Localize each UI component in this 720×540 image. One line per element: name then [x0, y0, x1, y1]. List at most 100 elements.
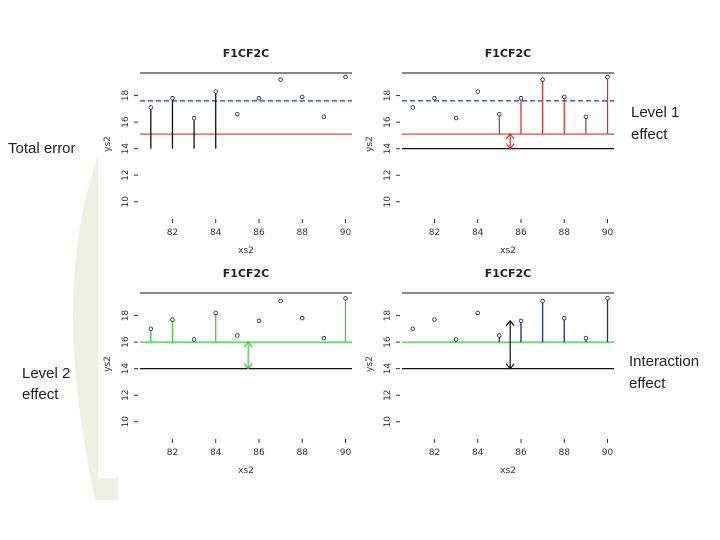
point [321, 335, 327, 341]
point [540, 298, 545, 304]
x-tick-label: 88 [559, 448, 571, 458]
point [497, 111, 502, 117]
x-tick-label: 90 [602, 228, 614, 238]
point [256, 96, 262, 101]
point [235, 111, 240, 117]
y-tick-label: 14 [383, 143, 393, 155]
x-axis-label: xs2 [500, 246, 516, 256]
x-tick-label: 90 [340, 228, 352, 238]
point [148, 326, 154, 332]
point [583, 335, 589, 341]
y-tick-label: 14 [383, 363, 393, 375]
point [475, 89, 480, 94]
point [170, 317, 175, 322]
chart-title: F1CF2C [223, 267, 269, 280]
slide-label: effect [629, 375, 666, 392]
x-tick-label: 88 [297, 448, 309, 458]
point [475, 310, 480, 316]
point [518, 96, 524, 101]
slide-label: effect [22, 386, 59, 403]
x-tick-label: 86 [515, 448, 527, 458]
point [410, 326, 416, 332]
slide-label: Interaction [629, 353, 699, 370]
y-tick-label: 18 [121, 310, 131, 322]
x-tick-label: 86 [253, 448, 265, 458]
point [453, 115, 459, 121]
point [432, 96, 437, 101]
y-tick-label: 16 [383, 116, 393, 128]
x-axis-label: xs2 [238, 466, 254, 476]
y-axis-label: ys2 [103, 356, 113, 372]
effect-arrow [505, 319, 515, 370]
point [256, 318, 262, 324]
point [148, 105, 154, 110]
point [300, 316, 305, 321]
point [343, 296, 348, 301]
point [497, 333, 502, 338]
point [410, 105, 416, 110]
y-tick-label: 12 [121, 169, 131, 180]
x-tick-label: 84 [210, 448, 222, 458]
y-tick-label: 10 [383, 196, 393, 208]
y-axis-label: ys2 [365, 356, 375, 372]
point [191, 337, 197, 342]
y-tick-label: 10 [121, 196, 131, 208]
y-tick-label: 16 [121, 336, 131, 348]
y-tick-label: 12 [383, 389, 393, 400]
point [562, 94, 567, 100]
point [170, 96, 175, 101]
point [235, 333, 240, 338]
x-tick-label: 82 [429, 228, 440, 238]
x-tick-label: 82 [167, 448, 178, 458]
slide-label: Level 1 [631, 104, 679, 121]
x-axis-label: xs2 [500, 466, 516, 476]
point [343, 74, 348, 80]
x-tick-label: 84 [472, 448, 484, 458]
y-axis-label: ys2 [103, 136, 113, 152]
y-tick-label: 10 [121, 416, 131, 428]
chart-title: F1CF2C [485, 267, 531, 280]
x-tick-label: 90 [602, 448, 614, 458]
chart-title: F1CF2C [485, 47, 531, 60]
y-tick-label: 14 [121, 363, 131, 375]
point [518, 318, 524, 324]
y-tick-label: 18 [121, 90, 131, 102]
point [540, 77, 545, 82]
point [213, 89, 218, 94]
point [605, 74, 610, 80]
effect-arrow [243, 341, 253, 370]
point [605, 296, 610, 301]
slide-label: Total error [8, 140, 76, 157]
point [432, 317, 437, 322]
point [453, 337, 459, 342]
y-tick-label: 16 [383, 336, 393, 348]
point [321, 114, 327, 119]
y-tick-label: 18 [383, 90, 393, 102]
y-tick-label: 12 [121, 389, 131, 400]
point [300, 94, 305, 100]
point [583, 114, 589, 119]
point [191, 115, 197, 121]
point [213, 310, 218, 316]
slide-label: Level 2 [22, 365, 70, 382]
point [562, 316, 567, 321]
x-tick-label: 86 [515, 228, 527, 238]
y-tick-label: 16 [121, 116, 131, 128]
point [278, 77, 283, 82]
x-tick-label: 84 [472, 228, 484, 238]
plot-panel [98, 38, 622, 478]
x-tick-label: 82 [429, 448, 440, 458]
y-axis-label: ys2 [365, 136, 375, 152]
y-tick-label: 14 [121, 143, 131, 155]
x-tick-label: 88 [559, 228, 571, 238]
x-tick-label: 90 [340, 448, 352, 458]
slide-label: effect [631, 126, 668, 143]
point [278, 298, 283, 304]
x-tick-label: 86 [253, 228, 265, 238]
x-tick-label: 82 [167, 228, 178, 238]
x-axis-label: xs2 [238, 246, 254, 256]
chart-title: F1CF2C [223, 47, 269, 60]
x-tick-label: 84 [210, 228, 222, 238]
y-tick-label: 12 [383, 169, 393, 180]
